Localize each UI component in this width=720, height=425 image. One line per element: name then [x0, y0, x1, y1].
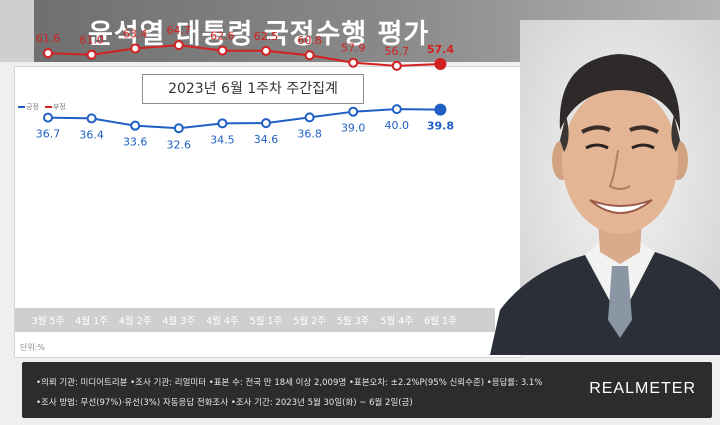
data-point — [434, 103, 447, 116]
data-point — [173, 40, 184, 51]
data-label: 36.7 — [36, 128, 61, 141]
x-tick-label: 4월 1주 — [75, 315, 108, 327]
data-label: 63.4 — [123, 27, 148, 40]
legend-swatch-positive — [18, 106, 25, 108]
x-tick-label: 5월 2주 — [293, 315, 326, 327]
data-point — [130, 43, 141, 54]
data-label: 34.5 — [210, 133, 235, 146]
x-tick-label: 3월 5주 — [32, 315, 65, 327]
data-label: 32.6 — [167, 138, 192, 151]
page-title: 윤석열 대통령 국정수행 평가 — [88, 19, 430, 50]
data-label: 36.8 — [297, 127, 322, 140]
data-label: 57.9 — [341, 42, 366, 55]
x-tick-label: 4월 2주 — [119, 315, 152, 327]
data-point — [217, 45, 228, 56]
unit-label: 단위:% — [20, 343, 46, 352]
survey-info-footer: •의뢰 기관: 미디어트리뷴 •조사 기관: 리얼미터 •표본 수: 전국 만 … — [22, 362, 712, 418]
data-point — [304, 112, 315, 123]
data-label: 60.8 — [297, 34, 322, 47]
title-accent — [0, 0, 34, 62]
x-tick-label: 5월 1주 — [250, 315, 283, 327]
data-label: 57.4 — [427, 43, 454, 56]
data-label: 39.8 — [427, 120, 454, 133]
data-point — [261, 45, 271, 56]
survey-info-line-1: •의뢰 기관: 미디어트리뷴 •조사 기관: 리얼미터 •표본 수: 전국 만 … — [36, 378, 543, 388]
data-point — [391, 104, 402, 115]
x-tick-label: 5월 4주 — [381, 315, 414, 327]
data-label: 39.0 — [341, 122, 366, 135]
legend-label-negative: 부정 — [52, 103, 66, 111]
legend-item-negative: 부정 — [44, 102, 66, 112]
data-point — [217, 118, 228, 129]
survey-info-line-2: •조사 방법: 무선(97%)·유선(3%) 자동응답 전화조사 •조사 기간:… — [36, 398, 413, 408]
data-label: 64.7 — [167, 24, 192, 37]
x-tick-label: 4월 4주 — [206, 315, 239, 327]
series-line-positive — [47, 108, 441, 130]
realmeter-logo: REALMETER — [589, 380, 696, 397]
legend-swatch-negative — [44, 106, 52, 108]
data-point — [434, 58, 447, 71]
chart-legend: 긍정 부정 — [18, 102, 66, 112]
chart-subtitle: 2023년 6월 1주차 주간집계 — [142, 74, 364, 104]
data-label: 62.6 — [210, 30, 235, 43]
series-line-negative — [47, 44, 441, 67]
data-label: 56.7 — [385, 45, 410, 58]
legend-item-positive: 긍정 — [18, 102, 39, 112]
data-point — [173, 123, 184, 134]
x-tick-label: 4월 3주 — [163, 315, 196, 327]
data-point — [86, 113, 97, 124]
data-label: 33.6 — [123, 136, 148, 149]
legend-label-positive: 긍정 — [26, 103, 39, 111]
data-point — [43, 48, 53, 59]
president-portrait — [490, 20, 720, 355]
data-point — [391, 60, 402, 71]
x-tick-label: 6월 1주 — [424, 315, 457, 327]
x-tick-label: 5월 3주 — [337, 315, 370, 327]
category-axis-strip — [15, 308, 495, 332]
data-label: 61.6 — [36, 32, 61, 45]
data-label: 40.0 — [385, 119, 410, 132]
data-label: 36.4 — [79, 128, 104, 141]
data-point — [348, 106, 359, 117]
data-point — [348, 57, 359, 68]
data-point — [304, 50, 315, 61]
data-label: 61.0 — [79, 34, 104, 47]
data-point — [43, 112, 53, 123]
data-point — [261, 118, 271, 129]
data-label: 62.5 — [254, 30, 279, 43]
data-point — [130, 120, 141, 131]
data-point — [86, 49, 97, 60]
data-label: 34.6 — [254, 133, 279, 146]
